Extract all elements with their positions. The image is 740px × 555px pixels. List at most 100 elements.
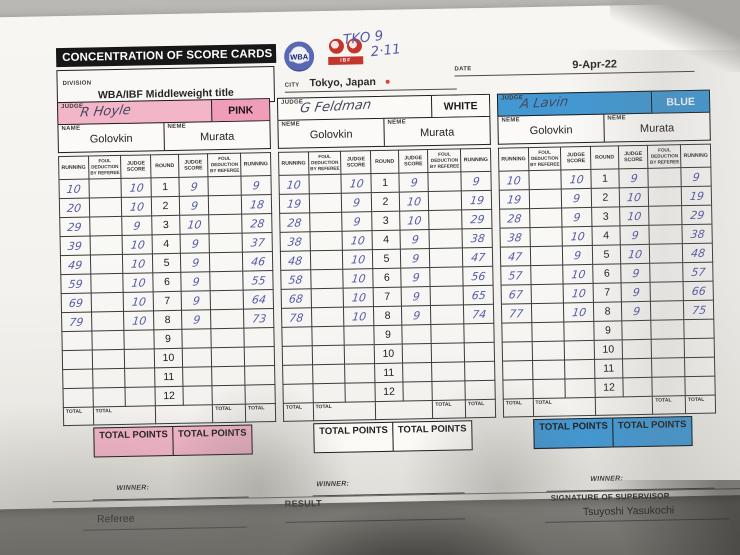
- footer-right: WINNER: SIGNATURE OF SUPERVISOR Tsuyoshi…: [504, 466, 730, 542]
- tko-time: 2·11: [369, 41, 402, 61]
- judge-score-cell: [124, 329, 155, 350]
- city-value: Tokyo, Japan: [309, 76, 376, 90]
- foul-deduction-cell: [429, 209, 463, 230]
- running-score-cell: 66: [683, 281, 714, 301]
- judge-score-cell: [124, 348, 155, 369]
- judge-score-cell: [345, 382, 376, 403]
- boxer-name-right: Murata: [639, 122, 675, 135]
- round-number: 7: [373, 287, 402, 307]
- judge-score-cell: [182, 385, 213, 406]
- running-score-cell: 68: [281, 288, 312, 309]
- judge-score-cell: [564, 340, 595, 360]
- total-cell: TOTAL: [532, 397, 596, 417]
- total-cell: TOTAL: [432, 399, 466, 419]
- running-score-cell: [465, 380, 496, 400]
- foul-deduction-cell: [649, 224, 683, 245]
- round-number: 9: [154, 329, 183, 349]
- handwritten-score: 10: [350, 291, 367, 305]
- foul-deduction-cell: [91, 330, 125, 351]
- running-score-cell: 28: [499, 208, 530, 229]
- judge-score-cell: 9: [618, 168, 649, 188]
- judge-score-cell: 10: [343, 268, 374, 289]
- handwritten-score: 9: [189, 180, 199, 194]
- foul-deduction-cell: [90, 292, 124, 313]
- foul-deduction-cell: [210, 271, 244, 291]
- boxer-name-left: Golovkin: [309, 128, 353, 142]
- total-row: TOTAL TOTAL TOTAL TOTAL: [283, 399, 496, 422]
- foul-deduction-cell: [309, 212, 343, 232]
- judge-score-cell: 9: [621, 301, 652, 321]
- handwritten-score: 10: [626, 190, 642, 205]
- foul-deduction-cell: [209, 252, 244, 272]
- running-score-cell: 38: [499, 227, 531, 248]
- foul-deduction-cell: [210, 309, 245, 329]
- running-score-cell: [245, 384, 276, 405]
- form-title: CONCENTRATION OF SCORE CARDS: [55, 43, 277, 68]
- handwritten-score: 28: [286, 216, 303, 230]
- total-points-row: TOTAL POINTS TOTAL POINTS: [93, 424, 253, 458]
- handwritten-score: 10: [130, 276, 147, 290]
- round-number: 6: [152, 272, 181, 292]
- running-score-cell: 67: [501, 284, 532, 305]
- foul-deduction-cell: [92, 387, 126, 408]
- foul-deduction-cell: [528, 169, 562, 190]
- boxer-name-row: NEME Golovkin NEME Murata: [497, 112, 711, 145]
- round-number: 3: [371, 211, 400, 231]
- handwritten-score: 9: [630, 229, 640, 243]
- score-table: RUNNING FOUL DEDUCTION BY REFEREE JUDGE SC…: [58, 152, 277, 427]
- column-header: JUDGE SCORE: [398, 149, 429, 174]
- running-score-cell: [685, 376, 716, 396]
- judge-score-cell: [621, 320, 652, 340]
- date-row: DATE 9-Apr-22: [454, 58, 695, 77]
- handwritten-score: 19: [506, 193, 523, 207]
- running-score-cell: 64: [243, 289, 274, 310]
- judge-score-cell: 9: [401, 305, 432, 326]
- running-score-cell: 77: [501, 303, 532, 324]
- judge-score-cell: 9: [619, 225, 650, 245]
- supervisor-line: [545, 518, 730, 523]
- handwritten-score: 9: [411, 271, 420, 285]
- handwritten-score: 59: [68, 277, 84, 291]
- name-label: NEME: [501, 117, 521, 124]
- column-header: RUNNING: [498, 147, 529, 172]
- judge-score-cell: [564, 321, 595, 341]
- running-score-cell: 29: [59, 217, 90, 237]
- running-score-cell: 75: [683, 300, 714, 320]
- judge-score-cell: 9: [399, 229, 430, 250]
- judge-score-cell: 9: [400, 267, 431, 288]
- handwritten-score: 64: [250, 293, 267, 307]
- judge-score-cell: [345, 363, 376, 384]
- handwritten-score: 10: [351, 310, 367, 324]
- running-score-cell: 38: [682, 224, 713, 244]
- judge-score-cell: [564, 359, 596, 379]
- date-label: DATE: [454, 66, 472, 73]
- foul-deduction-cell: [432, 380, 466, 401]
- foul-deduction-cell: [648, 167, 682, 188]
- handwritten-score: 10: [349, 234, 366, 248]
- foul-deduction-cell: [91, 349, 126, 370]
- column-header: RUNNING: [240, 152, 271, 177]
- handwritten-score: 10: [571, 306, 587, 320]
- foul-deduction-cell: [88, 178, 122, 199]
- foul-deduction-cell: [528, 188, 563, 209]
- handwritten-score: 38: [507, 231, 523, 245]
- boxer-cell-right: NEME Murata: [164, 121, 269, 150]
- foul-deduction-cell: [532, 359, 566, 380]
- boxer-name-right: Murata: [199, 130, 235, 144]
- judge-score-cell: 9: [561, 188, 592, 208]
- city-row: CITY Tokyo, Japan: [284, 74, 457, 93]
- date-value: 9-Apr-22: [572, 58, 618, 72]
- total-cell: TOTAL: [685, 395, 716, 414]
- round-number: 3: [591, 206, 620, 227]
- total-points-box: TOTAL POINTS: [533, 417, 615, 450]
- running-score-cell: 78: [281, 307, 312, 328]
- total-row: TOTAL TOTAL TOTAL TOTAL: [63, 403, 276, 426]
- foul-deduction-cell: [308, 193, 343, 213]
- running-score-cell: 9: [241, 175, 272, 196]
- round-number: 4: [152, 234, 181, 254]
- foul-deduction-cell: [89, 197, 123, 218]
- running-score-cell: 38: [462, 228, 493, 248]
- judge-score-cell: 9: [400, 248, 431, 269]
- division-label: DIVISION: [62, 80, 92, 88]
